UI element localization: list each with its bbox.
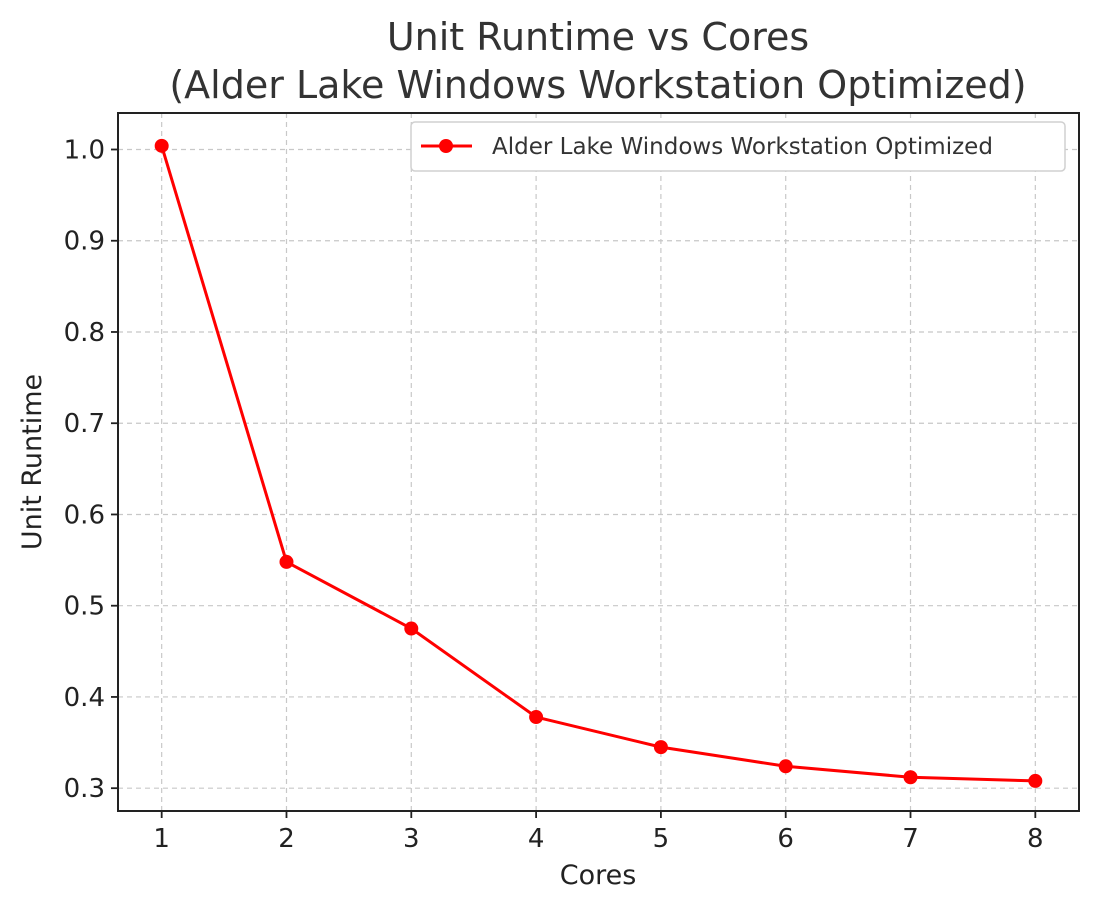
grid — [118, 113, 1079, 811]
data-point — [154, 138, 169, 153]
data-point — [529, 710, 544, 725]
y-axis-label: Unit Runtime — [17, 374, 48, 550]
data-point — [778, 759, 793, 774]
legend-entry-label: Alder Lake Windows Workstation Optimized — [492, 134, 993, 160]
data-point — [279, 554, 294, 569]
series-line — [160, 145, 1036, 783]
legend-marker-swatch — [439, 139, 453, 153]
y-tick-label: 0.5 — [64, 592, 105, 622]
x-tick-label: 1 — [153, 824, 170, 854]
chart-title-line-2: (Alder Lake Windows Workstation Optimize… — [169, 63, 1026, 107]
x-axis-label: Cores — [560, 860, 637, 891]
y-tick-label: 0.6 — [64, 500, 105, 530]
y-tick-label: 0.9 — [64, 227, 105, 257]
data-point — [404, 621, 419, 636]
y-tick-label: 0.3 — [64, 774, 105, 804]
x-tick-label: 7 — [902, 824, 919, 854]
x-tick-label: 4 — [528, 824, 545, 854]
y-tick-label: 0.4 — [64, 683, 105, 713]
chart-title-line-1: Unit Runtime vs Cores — [387, 15, 809, 59]
legend: Alder Lake Windows Workstation Optimized — [410, 121, 1066, 172]
axis-ticks: 1 2 3 4 5 6 7 8 0.3 0.4 0.5 0.6 0.7 0.8 0.9 1.0 — [64, 135, 1044, 854]
data-point — [653, 740, 668, 755]
x-tick-label: 8 — [1027, 824, 1044, 854]
y-tick-label: 0.8 — [64, 318, 105, 348]
legend-box — [410, 121, 1066, 172]
y-tick-label: 1.0 — [64, 135, 105, 165]
x-tick-label: 6 — [777, 824, 794, 854]
plot-area-frame — [117, 112, 1080, 812]
x-tick-label: 3 — [403, 824, 420, 854]
data-point — [1028, 773, 1043, 788]
x-tick-label: 5 — [653, 824, 670, 854]
y-tick-label: 0.7 — [64, 409, 105, 439]
data-point — [903, 770, 918, 785]
series-layer — [154, 138, 1043, 788]
x-tick-label: 2 — [278, 824, 295, 854]
